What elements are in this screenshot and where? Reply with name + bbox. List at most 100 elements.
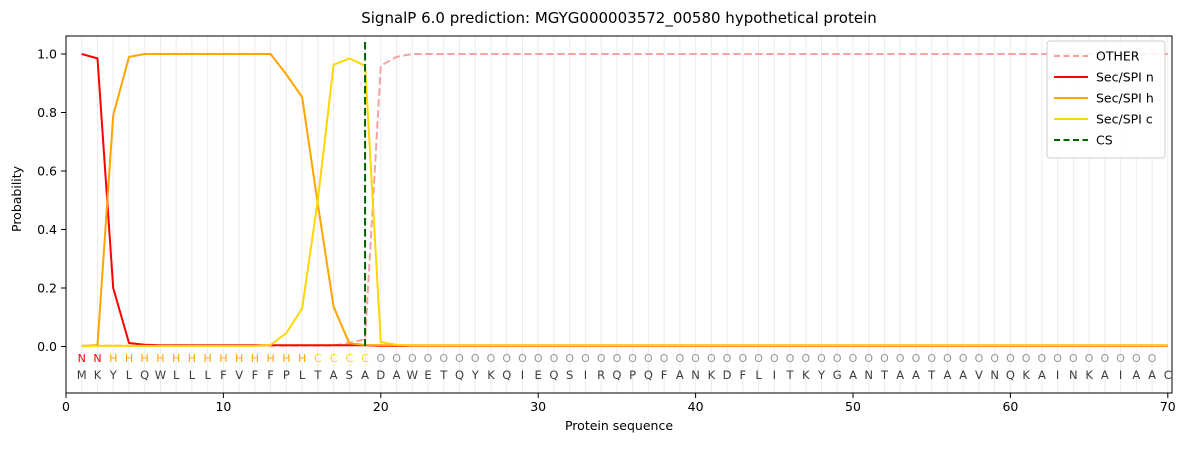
sequence-letter: Q: [549, 368, 558, 382]
region-label-letter: O: [597, 352, 606, 365]
sequence-letter: A: [912, 368, 920, 382]
sequence-letter: L: [204, 368, 211, 382]
sequence-letter: T: [927, 368, 936, 382]
sequence-letter: K: [487, 368, 495, 382]
region-label-letter: C: [314, 352, 322, 365]
region-label-letter: O: [1022, 352, 1031, 365]
legend-entry: OTHER: [1054, 49, 1140, 64]
sequence-letter: D: [723, 368, 732, 382]
sequence-letter: S: [346, 368, 353, 382]
region-label-letter: O: [628, 352, 637, 365]
sequence-letter: P: [629, 368, 636, 382]
region-label-letter: O: [424, 352, 433, 365]
legend-label: Sec/SPI h: [1096, 91, 1154, 106]
x-tick-label: 30: [530, 399, 546, 414]
sequence-letter: L: [755, 368, 762, 382]
sequence-letter: I: [521, 368, 524, 382]
y-tick-label: 0.2: [37, 281, 57, 296]
legend-entry: Sec/SPI n: [1054, 70, 1154, 85]
axis-ticks-group: 0 10 20 30 40 50 60 70 0.0 0.2 0.4 0.6 0.8 1.0: [37, 47, 1176, 415]
sequence-letter: L: [189, 368, 196, 382]
sequence-letter: W: [407, 368, 418, 382]
region-label-letter: O: [1148, 352, 1157, 365]
series-line-sec-spi-h: [81, 53, 1168, 348]
legend: OTHER Sec/SPI n Sec/SPI h Sec/SPI c CS: [1046, 40, 1166, 159]
region-label-letter: O: [927, 352, 936, 365]
series-line-sec-spi-n: [81, 53, 1168, 347]
region-label-letter: O: [975, 352, 984, 365]
region-label-letter: O: [880, 352, 889, 365]
x-tick-label: 70: [1160, 399, 1176, 414]
region-label-letter: O: [1085, 352, 1094, 365]
region-label-letter: C: [345, 352, 353, 365]
region-label-letter: O: [1053, 352, 1062, 365]
region-label-letter: H: [282, 352, 290, 365]
sequence-letter: N: [691, 368, 700, 382]
region-label-letter: O: [691, 352, 700, 365]
sequence-letter: F: [220, 368, 227, 382]
region-label-letter: O: [1132, 352, 1141, 365]
x-axis-label: Protein sequence: [564, 418, 674, 433]
sequence-letter: I: [773, 368, 776, 382]
region-label-letter: H: [188, 352, 196, 365]
sequence-letter: A: [1038, 368, 1046, 382]
sequence-letter: T: [313, 368, 322, 382]
sequence-letter: Q: [502, 368, 511, 382]
sequence-letter: N: [1069, 368, 1078, 382]
sequence-letter: Q: [1006, 368, 1015, 382]
legend-label: OTHER: [1096, 49, 1140, 64]
region-label-letter: O: [754, 352, 763, 365]
region-label-letter: O: [770, 352, 779, 365]
region-label-letter: C: [361, 352, 369, 365]
series-group: [81, 53, 1168, 348]
sequence-letter: Q: [612, 368, 621, 382]
sequence-letter: Q: [644, 368, 653, 382]
region-label-letter: H: [156, 352, 164, 365]
x-tick-label: 40: [688, 399, 704, 414]
y-tick-label: 0.0: [37, 339, 57, 354]
region-label-letter: O: [487, 352, 496, 365]
region-label-letter: O: [959, 352, 968, 365]
region-label-letter: O: [896, 352, 905, 365]
region-label-letter: O: [392, 352, 401, 365]
sequence-letter: Y: [109, 368, 118, 382]
sequence-letter: A: [1148, 368, 1156, 382]
sequence-letter: K: [1085, 368, 1093, 382]
region-label-letter: O: [581, 352, 590, 365]
sequence-letter: L: [126, 368, 133, 382]
region-label-letter: O: [990, 352, 999, 365]
y-axis-label: Probability: [9, 165, 24, 232]
sequence-letter: Q: [455, 368, 464, 382]
sequence-letter: L: [299, 368, 306, 382]
sequence-letter: E: [424, 368, 431, 382]
region-label-letter: O: [502, 352, 511, 365]
sequence-letter: T: [786, 368, 795, 382]
x-tick-label: 0: [62, 399, 70, 414]
sequence-letter: T: [439, 368, 448, 382]
region-label-letter: O: [1101, 352, 1110, 365]
y-tick-label: 0.6: [37, 164, 57, 179]
sequence-letter: M: [77, 368, 87, 382]
region-label-letter: O: [801, 352, 810, 365]
x-tick-label: 60: [1002, 399, 1018, 414]
region-label-letter: O: [644, 352, 653, 365]
region-label-letter: H: [204, 352, 212, 365]
series-line-sec-spi-c: [81, 57, 1168, 347]
region-label-letter: O: [849, 352, 858, 365]
sequence-letter: Y: [471, 368, 480, 382]
region-label-letter: H: [172, 352, 180, 365]
sequence-letter: K: [94, 368, 102, 382]
region-label-letter: O: [817, 352, 826, 365]
sequence-letter: F: [252, 368, 259, 382]
legend-entry: CS: [1054, 133, 1113, 148]
sequence-letter: N: [990, 368, 999, 382]
sequence-letter: I: [1119, 368, 1122, 382]
sequence-letter: A: [849, 368, 857, 382]
region-label-letter: H: [141, 352, 149, 365]
sequence-letter: S: [566, 368, 573, 382]
region-label-letter: O: [1116, 352, 1125, 365]
region-label-letter: H: [298, 352, 306, 365]
region-label-letter: O: [1006, 352, 1015, 365]
region-label-letter: O: [439, 352, 448, 365]
